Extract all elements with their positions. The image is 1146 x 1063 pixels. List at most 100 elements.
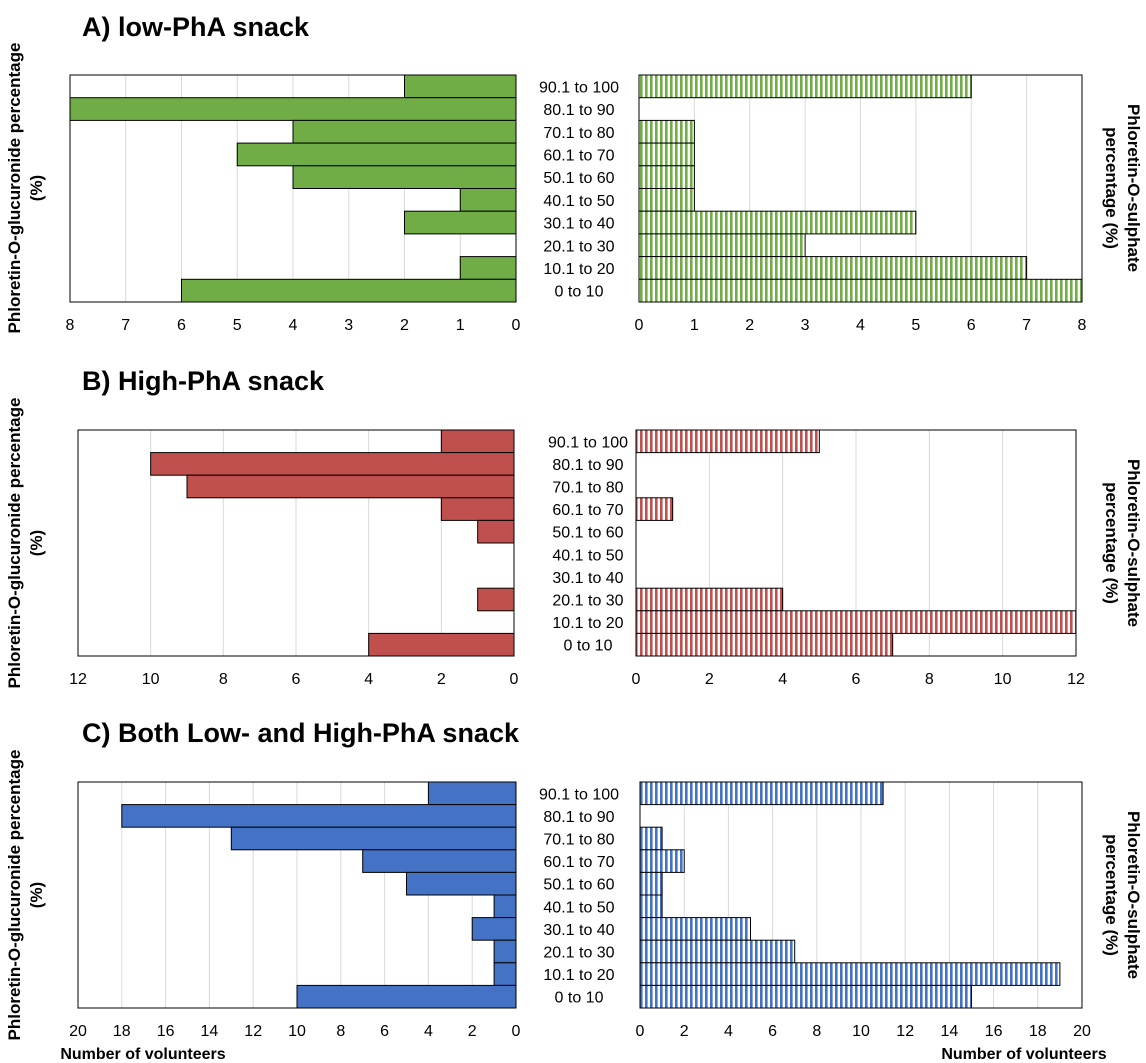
panel-c-left-tick-label: 8	[336, 1023, 345, 1040]
panel-c-category-label: 60.1 to 70	[543, 854, 614, 871]
panel-a-glucuronide-bar	[181, 278, 517, 303]
panel-a-right-tick-label: 3	[801, 317, 810, 334]
panel-a-category-label: 90.1 to 100	[539, 79, 619, 96]
panel-b-right-tick-label: 4	[778, 671, 787, 688]
panel-b-sulphate-bar	[635, 610, 1077, 634]
panel-a-left-tick-label: 6	[177, 317, 186, 334]
panel-a-sulphate-bar	[638, 256, 1028, 280]
panel-c-sulphate-bar	[639, 939, 796, 964]
panel-b-glucuronide-bar	[186, 474, 515, 499]
panel-b-left-axis-label-line2: (%)	[27, 530, 46, 556]
panel-a-sulphate-bar	[638, 74, 972, 99]
panel-b-left-tick-label: 12	[69, 671, 87, 688]
panel-c-sulphate-bar	[639, 917, 751, 941]
panel-a-right-axis-label-line1: Phloretin-O-sulphate	[1124, 104, 1143, 272]
panel-b-left-tick-label: 4	[364, 671, 373, 688]
panel-a-right-tick-label: 8	[1078, 317, 1087, 334]
panel-c-glucuronide-bar	[406, 871, 517, 896]
panel-c-category-label: 10.1 to 20	[543, 967, 614, 984]
panel-b-right-plot-frame	[635, 429, 1077, 657]
panel-a-right-tick-label: 4	[856, 317, 865, 334]
panel-c-category-label: 20.1 to 30	[543, 945, 614, 962]
panel-a-left-tick-label: 2	[400, 317, 409, 334]
panel-b-right-tick-label: 10	[994, 671, 1012, 688]
panel-b-left-tick-label: 6	[292, 671, 301, 688]
panel-b-right-tick-label: 2	[705, 671, 714, 688]
panel-c-sulphate-bar	[639, 849, 685, 873]
panel-b-left-tick-label: 10	[142, 671, 160, 688]
panel-c-left-tick-label: 16	[157, 1023, 175, 1040]
panel-b-category-label: 0 to 10	[564, 638, 613, 655]
panel-a-category-label: 10.1 to 20	[543, 261, 614, 278]
panel-a-left-axis-label: Phloretin-O-glucuronide percentage (%)	[5, 43, 46, 334]
panel-c-sulphate-bar	[639, 962, 1061, 986]
panel-c-glucuronide-bar	[121, 804, 517, 828]
panel-b-glucuronide-bar	[440, 429, 515, 454]
panel-c-right-tick-label: 2	[680, 1023, 689, 1040]
panel-b-category-label: 80.1 to 90	[552, 457, 623, 474]
panel-b-right-tick-label: 0	[632, 671, 641, 688]
panel-c-left-axis-label: Phloretin-O-glucuronide percentage (%)	[5, 750, 46, 1041]
panel-b-category-label: 40.1 to 50	[552, 547, 623, 564]
panel-c-left-x-axis-label: Number of volunteers	[60, 1046, 225, 1063]
panel-c-left-tick-label: 12	[244, 1023, 262, 1040]
panel-a-glucuronide-bar	[236, 142, 517, 167]
panel-b-right-tick-label: 8	[925, 671, 934, 688]
panel-c-glucuronide-bar	[493, 894, 517, 919]
panel-a-sulphate-bar	[638, 233, 806, 258]
panel-c-category-label: 30.1 to 40	[543, 922, 614, 939]
panel-a-left-axis-label-line1: Phloretin-O-glucuronide percentage	[5, 43, 24, 334]
panel-c-left-tick-label: 2	[468, 1023, 477, 1040]
panel-c-right-tick-label: 10	[852, 1023, 870, 1040]
panel-c-category-label: 50.1 to 60	[543, 877, 614, 894]
panel-b-category-label: 70.1 to 80	[552, 480, 623, 497]
panel-c-right-tick-label: 20	[1073, 1023, 1091, 1040]
panel-c-right-tick-label: 8	[812, 1023, 821, 1040]
panel-c-category-label: 40.1 to 50	[543, 899, 614, 916]
panel-c-glucuronide-bar	[296, 984, 517, 1009]
panel-b-category-label: 20.1 to 30	[552, 593, 623, 610]
panel-c-left-tick-label: 20	[69, 1023, 87, 1040]
panel-c-left-plot-frame	[77, 781, 517, 1009]
panel-b-glucuronide-bar	[150, 452, 515, 476]
panel-c-right-axis-label-line2: percentage (%)	[1102, 834, 1121, 956]
panel-a-category-label: 80.1 to 90	[543, 102, 614, 119]
panel-b-glucuronide-bar	[477, 519, 515, 544]
panel-c-right-tick-label: 4	[724, 1023, 733, 1040]
panel-c-left-tick-label: 4	[424, 1023, 433, 1040]
panel-c-left-tick-label: 10	[288, 1023, 306, 1040]
panel-a-right-tick-label: 1	[690, 317, 699, 334]
panel-b-left-tick-label: 0	[510, 671, 519, 688]
panel-a-glucuronide-bar	[292, 119, 517, 144]
panel-b-category-label: 90.1 to 100	[548, 434, 628, 451]
panel-b-sulphate-bar	[635, 632, 894, 657]
panel-c-glucuronide-bar	[493, 939, 517, 964]
panel-a-glucuronide-bar	[459, 188, 517, 212]
panel-a-glucuronide-bar	[404, 74, 517, 99]
panel-b-sulphate-bar	[635, 429, 820, 454]
panel-a-right-tick-label: 0	[635, 317, 644, 334]
panel-c-left-tick-label: 6	[380, 1023, 389, 1040]
panel-a-sulphate-bar	[638, 278, 1083, 303]
panel-c-right-x-axis-label: Number of volunteers	[941, 1046, 1106, 1063]
panel-a-left-plot-frame	[69, 74, 517, 303]
panel-a-glucuronide-bar	[292, 165, 517, 190]
panel-c-left-tick-label: 0	[512, 1023, 521, 1040]
panel-a-glucuronide-bar	[404, 210, 517, 235]
panel-c-category-label: 0 to 10	[555, 990, 604, 1007]
panel-b-category-label: 50.1 to 60	[552, 525, 623, 542]
panel-c-left-tick-label: 18	[113, 1023, 131, 1040]
panel-a-category-label: 50.1 to 60	[543, 170, 614, 187]
panel-c-left-tick-label: 14	[201, 1023, 219, 1040]
panel-b-right-tick-label: 6	[852, 671, 861, 688]
panel-a-category-label: 30.1 to 40	[543, 216, 614, 233]
panel-a-category-label: 0 to 10	[555, 284, 604, 301]
panel-b-left-plot-frame	[77, 429, 515, 657]
panel-a-left-tick-label: 5	[233, 317, 242, 334]
panel-c-right-tick-label: 12	[896, 1023, 914, 1040]
panel-b-category-label: 60.1 to 70	[552, 502, 623, 519]
panel-b-left-tick-label: 8	[219, 671, 228, 688]
panel-b-glucuronide-bar	[477, 587, 515, 612]
panel-a-right-axis-label-line2: percentage (%)	[1102, 127, 1121, 249]
panel-a-sulphate-bar	[638, 165, 695, 190]
